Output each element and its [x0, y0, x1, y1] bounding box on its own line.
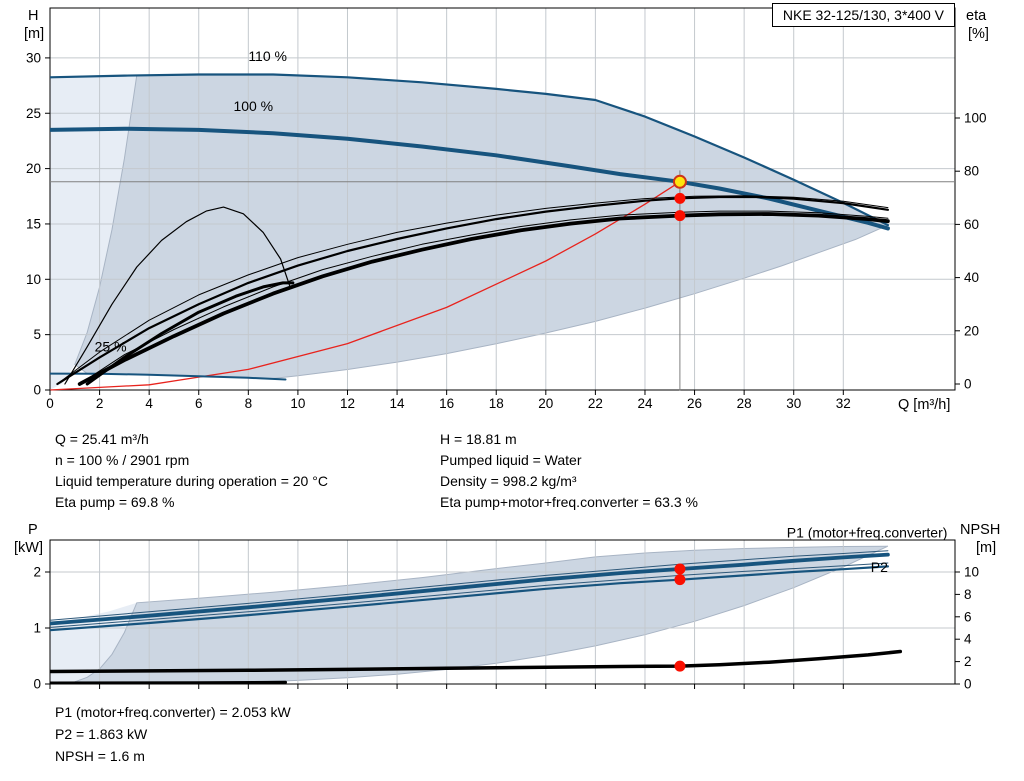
footer-line-npsh: NPSH = 1.6 m	[55, 748, 145, 764]
pump-model-box: NKE 32-125/130, 3*400 V	[771, 3, 955, 27]
x-tick-label: 30	[786, 396, 801, 411]
y-right-tick-label: 4	[964, 632, 972, 647]
duty-info-right: H = 18.81 m Pumped liquid = Water Densit…	[440, 429, 698, 513]
info-line-density: Density = 998.2 kg/m³	[440, 473, 577, 489]
y-left-axis-title: P	[28, 522, 38, 538]
y-left-tick-label: 30	[26, 50, 41, 65]
y-left-axis-title: H	[28, 8, 38, 24]
x-tick-label: 8	[245, 396, 253, 411]
series-eta-curve-reduced-speed	[64, 206, 292, 385]
pump-model-label: NKE 32-125/130, 3*400 V	[782, 7, 944, 23]
chart-head-eta: 0 2 4 6 8 10 12 14 16 18 20 22 24 26 28 30 3205101520253…	[24, 7, 989, 413]
series-npsh-curve	[50, 649, 903, 674]
curve-label-speed-25: 25 %	[95, 338, 127, 354]
y-right-tick-label: 0	[964, 677, 972, 692]
y-left-tick-label: 5	[33, 327, 41, 342]
y-right-tick-label: 2	[964, 654, 972, 669]
y-left-tick-label: 2	[33, 565, 41, 580]
series-power-curve-25	[50, 680, 287, 685]
series-p2-curve	[50, 565, 890, 632]
series-eta-thin-lower	[79, 210, 889, 385]
y-right-tick-label: 8	[964, 587, 972, 602]
footer-line-p2: P2 = 1.863 kW	[55, 726, 148, 742]
y-right-tick-label: 80	[964, 164, 979, 179]
series-speed-curve-110	[50, 73, 890, 227]
duty-dot-npsh	[674, 660, 686, 672]
curve-label-p2-curve: P2	[871, 559, 888, 575]
x-tick-label: 28	[737, 396, 752, 411]
x-tick-label: 24	[637, 396, 653, 411]
x-tick-label: 14	[390, 396, 406, 411]
y-left-axis-unit: [m]	[24, 26, 44, 42]
region-allowed-range-light	[50, 75, 137, 390]
x-tick-label: 0	[46, 396, 54, 411]
duty-info-left: Q = 25.41 m³/h n = 100 % / 2901 rpm Liqu…	[55, 429, 328, 513]
duty-dot-p2	[674, 574, 686, 586]
curve-label-p1-curve: P1 (motor+freq.converter)	[787, 524, 948, 540]
duty-dot-eta-pump	[674, 192, 686, 204]
series-eta-total-reduced-speed	[85, 281, 295, 386]
y-right-tick-label: 40	[964, 270, 979, 285]
series-eta-total-curve	[77, 212, 890, 386]
curve-label-speed-110: 110 %	[248, 48, 287, 64]
x-tick-label: 6	[195, 396, 203, 411]
series-speed-curve-100	[50, 126, 890, 231]
footer-line-p1: P1 (motor+freq.converter) = 2.053 kW	[55, 704, 291, 720]
series-power-thin-upper	[50, 550, 889, 621]
y-left-tick-label: 20	[26, 161, 41, 176]
x-tick-label: 26	[687, 396, 702, 411]
x-tick-label: 22	[588, 396, 603, 411]
x-tick-label: 20	[538, 396, 553, 411]
y-right-tick-label: 0	[964, 377, 972, 392]
info-line-eta-pump: Eta pump = 69.8 %	[55, 494, 175, 510]
y-left-tick-label: 0	[33, 677, 41, 692]
y-left-tick-label: 25	[26, 106, 41, 121]
y-right-axis-unit: [%]	[968, 26, 989, 42]
operating-point-marker	[672, 174, 687, 189]
y-right-axis-unit: [m]	[976, 540, 996, 556]
region-speed-envelope	[74, 74, 890, 380]
x-axis-title: Q [m³/h]	[898, 397, 950, 413]
info-line-eta-total: Eta pump+motor+freq.converter = 63.3 %	[440, 494, 698, 510]
y-right-tick-label: 10	[964, 565, 979, 580]
y-left-tick-label: 10	[26, 272, 41, 287]
y-right-axis-title: eta	[966, 8, 987, 24]
series-power-thin-lower	[50, 562, 889, 628]
plot-frame	[49, 539, 956, 685]
curve-label-speed-100: 100 %	[233, 98, 273, 114]
duty-dot-eta-total	[674, 210, 686, 222]
y-left-axis-unit: [kW]	[14, 540, 43, 556]
series-eta-pump-curve	[56, 195, 890, 386]
y-right-axis-title: NPSH	[960, 522, 1000, 538]
y-left-tick-label: 1	[33, 621, 41, 636]
x-tick-label: 16	[439, 396, 454, 411]
y-left-tick-label: 15	[26, 216, 41, 231]
x-tick-label: 12	[340, 396, 355, 411]
chart-power-npsh: 0 1 2 0 2 4 6 8 10 P [kW] NPSH [m] P1 (motor+freq.con…	[14, 522, 1000, 692]
y-left-tick-label: 0	[33, 383, 41, 398]
x-tick-label: 18	[489, 396, 504, 411]
y-right-tick-label: 6	[964, 609, 972, 624]
info-line-head: H = 18.81 m	[440, 431, 517, 447]
x-tick-label: 2	[96, 396, 104, 411]
power-info-block: P1 (motor+freq.converter) = 2.053 kW P2 …	[55, 701, 291, 767]
duty-dot-p1	[674, 563, 686, 575]
x-tick-label: 4	[145, 396, 153, 411]
y-right-tick-label: 60	[964, 217, 979, 232]
info-line-flow: Q = 25.41 m³/h	[55, 431, 149, 447]
info-line-temperature: Liquid temperature during operation = 20…	[55, 473, 328, 489]
x-tick-label: 32	[836, 396, 851, 411]
info-line-liquid: Pumped liquid = Water	[440, 452, 582, 468]
series-speed-curve-25	[50, 372, 287, 381]
series-system-curve	[50, 181, 681, 391]
info-line-speed: n = 100 % / 2901 rpm	[55, 452, 190, 468]
y-right-tick-label: 20	[964, 323, 979, 338]
x-tick-label: 10	[290, 396, 305, 411]
y-right-tick-label: 100	[964, 111, 987, 126]
plot-frame	[49, 7, 956, 391]
series-p1-curve	[50, 552, 890, 626]
